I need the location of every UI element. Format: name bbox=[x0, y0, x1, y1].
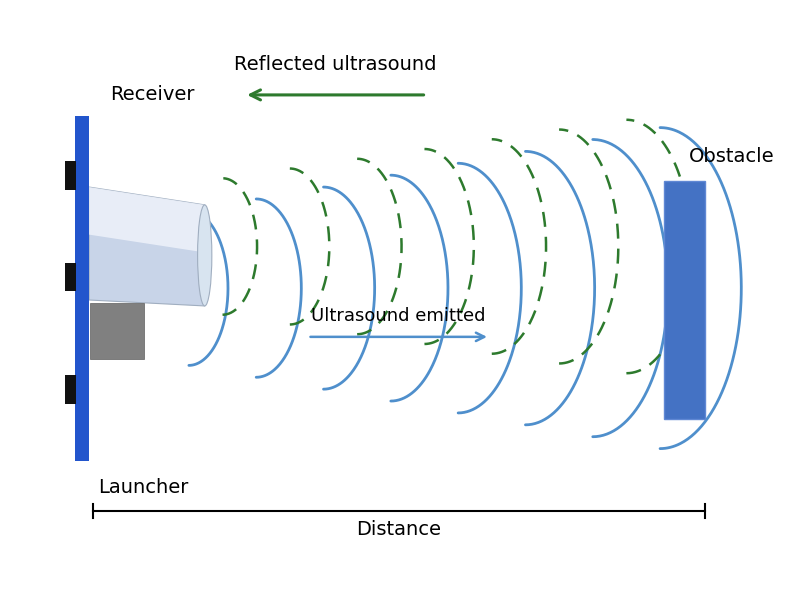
Bar bbox=[66, 263, 77, 291]
Text: Obstacle: Obstacle bbox=[689, 147, 774, 166]
Text: Distance: Distance bbox=[357, 520, 442, 539]
Bar bbox=[66, 376, 77, 404]
Bar bbox=[90, 303, 144, 359]
Polygon shape bbox=[89, 187, 205, 253]
Bar bbox=[75, 116, 89, 461]
Text: Launcher: Launcher bbox=[98, 478, 188, 497]
Polygon shape bbox=[89, 187, 205, 306]
Ellipse shape bbox=[198, 205, 212, 306]
Text: Ultrasound emitted: Ultrasound emitted bbox=[311, 307, 486, 325]
Bar bbox=[664, 181, 705, 419]
Text: Reflected ultrasound: Reflected ultrasound bbox=[234, 55, 437, 74]
Bar bbox=[66, 161, 77, 190]
Text: Receiver: Receiver bbox=[110, 85, 194, 104]
